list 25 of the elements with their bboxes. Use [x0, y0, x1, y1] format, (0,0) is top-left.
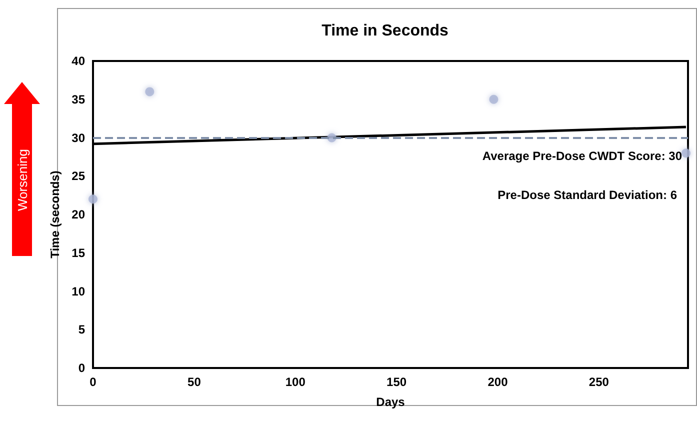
y-tick-label: 25	[72, 169, 86, 184]
y-tick-label: 5	[78, 322, 86, 337]
x-tick-label: 100	[285, 375, 306, 389]
point	[145, 87, 154, 96]
y-tick-label: 35	[72, 92, 86, 106]
x-tick-label: 200	[488, 375, 508, 389]
point	[88, 194, 98, 204]
y-tick-label: 40	[72, 54, 86, 68]
y-tick-label: 15	[72, 246, 86, 260]
x-tick-label: 0	[90, 375, 97, 389]
y-tick-label: 10	[72, 284, 86, 298]
point	[681, 148, 690, 158]
ref-line-label: Average Pre-Dose CWDT Score: 30	[482, 148, 682, 163]
arrow-icon: Worsening	[4, 82, 40, 256]
annotation: Pre-Dose Standard Deviation: 6	[498, 188, 678, 202]
y-tick-label: 30	[72, 130, 86, 145]
chart-title: Time in Seconds	[322, 22, 449, 40]
y-axis-title: Time (seconds)	[48, 170, 62, 258]
x-tick-label: 150	[386, 375, 407, 389]
x-tick-label: 250	[588, 375, 610, 389]
point	[489, 94, 498, 104]
x-axis-title: Days	[376, 395, 406, 409]
y-tick-label: 0	[78, 361, 86, 375]
x-tick-label: 50	[188, 375, 202, 389]
y-tick-label: 20	[72, 208, 86, 222]
